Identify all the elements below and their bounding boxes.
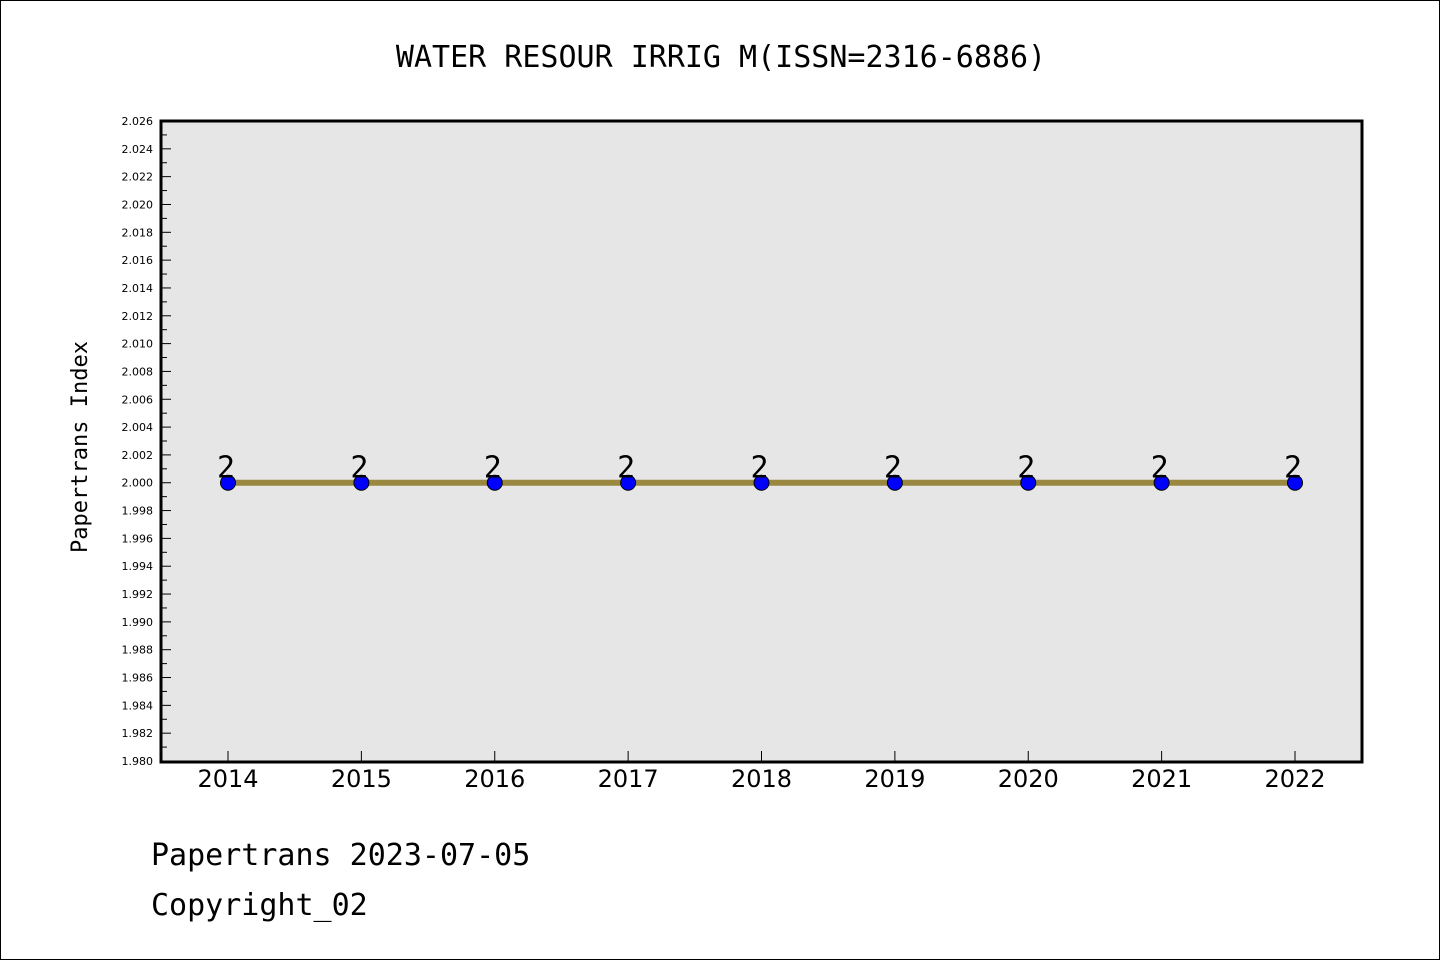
data-point	[1020, 474, 1037, 491]
x-tick-label: 2016	[464, 765, 525, 793]
data-label: 2	[750, 451, 768, 486]
data-point	[220, 474, 236, 491]
y-tick-label: 2.018	[122, 226, 154, 239]
y-axis-ticks: 1.980 1.982 1.984 1.986 1.988 1.990 1.992 1.994…	[122, 115, 171, 768]
y-tick-label: 1.998	[122, 505, 154, 518]
y-tick-label: 2.020	[122, 198, 154, 211]
chart-title: WATER RESOUR IRRIG M(ISSN=2316-6886)	[396, 40, 1046, 75]
y-tick-label: 2.012	[122, 310, 154, 323]
y-tick-label: 1.984	[122, 699, 154, 712]
data-label: 2	[350, 451, 368, 486]
y-tick-label: 2.016	[122, 254, 154, 267]
y-tick-label: 1.990	[122, 616, 154, 629]
y-axis-label: Papertrans Index	[68, 341, 93, 553]
y-tick-label: 1.980	[122, 755, 154, 768]
y-tick-label: 2.014	[122, 282, 154, 295]
data-point	[620, 474, 637, 491]
y-tick-label: 2.010	[122, 338, 154, 351]
data-point	[486, 474, 503, 491]
y-tick-label: 1.986	[122, 672, 154, 685]
y-tick-label: 2.006	[122, 393, 154, 406]
data-point	[886, 474, 903, 491]
y-tick-label: 1.988	[122, 644, 154, 657]
y-tick-label: 2.000	[122, 477, 154, 490]
x-tick-label: 2022	[1264, 765, 1325, 793]
data-label: 2	[1017, 451, 1035, 486]
data-label: 2	[217, 451, 235, 486]
x-tick-label: 2021	[1131, 765, 1192, 793]
data-label: 2	[1151, 451, 1169, 486]
y-tick-label: 1.992	[122, 588, 154, 601]
data-label: 2	[617, 451, 635, 486]
y-tick-label: 2.004	[122, 421, 154, 434]
data-label: 2	[884, 451, 902, 486]
y-tick-label: 1.994	[122, 560, 154, 573]
data-label: 2	[484, 451, 502, 486]
x-tick-label: 2019	[864, 765, 925, 793]
data-point	[753, 474, 770, 491]
x-tick-label: 2015	[331, 765, 392, 793]
x-tick-label: 2017	[598, 765, 659, 793]
data-point	[353, 474, 370, 491]
data-label: 2	[1284, 451, 1302, 486]
y-tick-label: 1.982	[122, 727, 154, 740]
x-tick-label: 2020	[998, 765, 1059, 793]
y-tick-label: 2.024	[122, 143, 154, 156]
y-tick-label: 2.008	[122, 365, 154, 378]
x-axis-ticks: 2014 2015 2016 2017 2018 2019 2020 2021 2022	[197, 751, 1326, 793]
x-tick-label: 2014	[197, 765, 258, 793]
x-tick-label: 2018	[731, 765, 792, 793]
plot-area	[159, 119, 1364, 764]
series-layer: 2 2 2 2 2 2 2 2 2	[217, 451, 1303, 491]
data-point	[1153, 474, 1170, 491]
footer-copyright: Copyright_02	[151, 888, 368, 923]
y-tick-label: 1.996	[122, 532, 154, 545]
y-tick-label: 2.002	[122, 449, 154, 462]
footer-date: Papertrans 2023-07-05	[151, 838, 530, 873]
y-tick-label: 2.022	[122, 171, 154, 184]
data-point	[1287, 474, 1303, 491]
y-tick-label: 2.026	[122, 115, 154, 128]
